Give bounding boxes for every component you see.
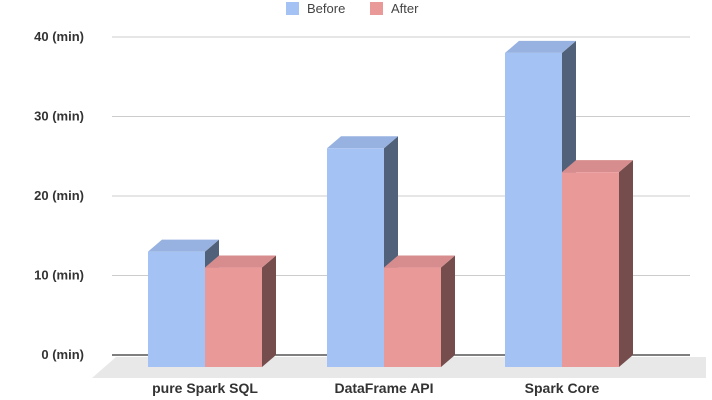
bar-after bbox=[205, 255, 276, 367]
category-label: Spark Core bbox=[525, 380, 600, 396]
bar-front bbox=[384, 267, 441, 367]
legend-swatch-after bbox=[370, 2, 383, 15]
y-tick-label: 10 (min) bbox=[34, 268, 84, 283]
bar-top bbox=[327, 136, 398, 149]
bar-after bbox=[562, 160, 633, 367]
bar-front bbox=[562, 172, 619, 367]
bar-top bbox=[505, 40, 576, 53]
y-tick-label: 40 (min) bbox=[34, 29, 84, 44]
legend-label-after: After bbox=[391, 1, 419, 16]
bar-side bbox=[262, 255, 276, 367]
bar-front bbox=[148, 251, 205, 367]
y-tick-label: 30 (min) bbox=[34, 109, 84, 124]
bar-top bbox=[562, 160, 633, 173]
legend-label-before: Before bbox=[307, 1, 345, 16]
bar-front bbox=[205, 267, 262, 367]
category-label: DataFrame API bbox=[334, 380, 433, 396]
y-tick-label: 20 (min) bbox=[34, 188, 84, 203]
bar-side bbox=[619, 160, 633, 367]
bar-top bbox=[148, 239, 219, 252]
bar-front bbox=[505, 52, 562, 368]
bar-top bbox=[205, 255, 276, 268]
bar-front bbox=[327, 148, 384, 367]
bar-side bbox=[441, 255, 455, 367]
bar-top bbox=[384, 255, 455, 268]
y-tick-label: 0 (min) bbox=[41, 347, 84, 362]
category-label: pure Spark SQL bbox=[152, 380, 258, 396]
legend-swatch-before bbox=[286, 2, 299, 15]
bar-before bbox=[148, 239, 219, 367]
bar-after bbox=[384, 255, 455, 367]
legend: Before After bbox=[286, 1, 419, 16]
